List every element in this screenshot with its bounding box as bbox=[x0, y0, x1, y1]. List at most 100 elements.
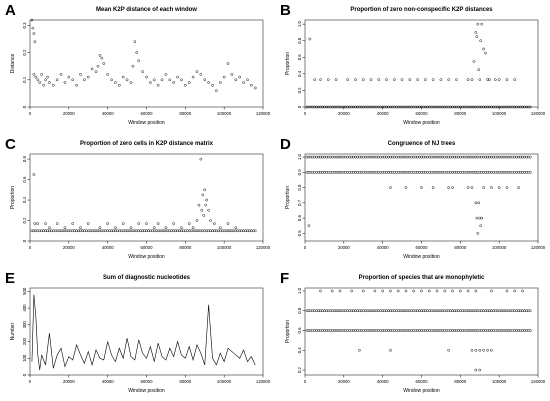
data-point bbox=[497, 170, 501, 174]
data-point bbox=[336, 170, 340, 174]
x-tick-label: 0 bbox=[304, 379, 307, 384]
data-point bbox=[525, 105, 528, 109]
data-point bbox=[328, 170, 332, 174]
data-point bbox=[484, 309, 487, 313]
data-point bbox=[394, 309, 398, 313]
data-point bbox=[492, 170, 495, 174]
data-point bbox=[226, 62, 230, 65]
data-point bbox=[385, 309, 388, 313]
data-point bbox=[455, 170, 458, 174]
data-point bbox=[517, 155, 520, 159]
data-point bbox=[195, 219, 199, 222]
data-point bbox=[203, 188, 207, 192]
data-point bbox=[199, 157, 203, 161]
data-point bbox=[425, 329, 429, 332]
data-point bbox=[383, 105, 386, 109]
data-point bbox=[474, 31, 478, 34]
data-point bbox=[338, 105, 342, 109]
data-point bbox=[418, 105, 421, 109]
data-point bbox=[427, 309, 431, 313]
data-point bbox=[482, 348, 485, 352]
data-point bbox=[414, 155, 417, 159]
data-point bbox=[528, 170, 532, 174]
data-point bbox=[515, 155, 518, 159]
data-point bbox=[429, 105, 433, 109]
data-point bbox=[73, 229, 76, 233]
data-point bbox=[213, 222, 216, 225]
x-tick-label: 100000 bbox=[217, 111, 232, 116]
data-point bbox=[447, 329, 451, 332]
data-point bbox=[323, 170, 326, 174]
data-point bbox=[387, 170, 390, 174]
data-point bbox=[476, 170, 480, 174]
data-point bbox=[215, 229, 218, 233]
data-point bbox=[400, 170, 404, 174]
data-point bbox=[365, 329, 369, 332]
data-point bbox=[172, 81, 176, 84]
y-tick-label: 0.7 bbox=[297, 199, 302, 206]
data-point bbox=[501, 105, 505, 109]
y-tick-label: 0 bbox=[22, 373, 27, 376]
data-point bbox=[242, 229, 245, 233]
data-point bbox=[234, 226, 238, 230]
data-point bbox=[156, 229, 160, 233]
data-point bbox=[334, 309, 338, 313]
y-tick-label: 0.8 bbox=[297, 307, 302, 314]
data-point bbox=[509, 155, 513, 159]
data-point bbox=[371, 329, 375, 332]
data-point bbox=[193, 229, 197, 233]
x-tick-label: 80000 bbox=[179, 379, 192, 384]
plot-frame bbox=[29, 287, 264, 376]
y-tick-label: 0.2 bbox=[22, 49, 27, 56]
data-point bbox=[317, 105, 320, 109]
data-point bbox=[507, 329, 511, 332]
data-point bbox=[309, 170, 313, 174]
data-point bbox=[381, 289, 384, 293]
data-point bbox=[332, 329, 336, 332]
data-point bbox=[475, 35, 479, 38]
data-point bbox=[307, 224, 311, 228]
data-point bbox=[420, 170, 423, 174]
x-tick-label: 120000 bbox=[531, 245, 546, 250]
data-point bbox=[352, 329, 355, 332]
data-point bbox=[344, 170, 348, 174]
data-point bbox=[358, 348, 361, 352]
data-point bbox=[369, 170, 373, 174]
data-point bbox=[170, 229, 174, 233]
data-point bbox=[478, 105, 482, 109]
data-point bbox=[404, 155, 408, 159]
data-point bbox=[466, 170, 470, 174]
data-point bbox=[488, 78, 491, 81]
data-point bbox=[317, 309, 320, 313]
data-point bbox=[517, 309, 520, 313]
data-point bbox=[187, 81, 191, 84]
data-point bbox=[149, 81, 152, 84]
x-tick-label: 0 bbox=[304, 111, 307, 116]
data-point bbox=[350, 309, 353, 313]
data-point bbox=[361, 329, 365, 332]
data-point bbox=[492, 309, 495, 313]
data-point bbox=[474, 155, 478, 159]
data-point bbox=[416, 78, 419, 81]
data-point bbox=[326, 170, 330, 174]
data-point bbox=[373, 170, 377, 174]
data-point bbox=[478, 348, 482, 352]
panel-letter: E bbox=[5, 270, 15, 287]
y-tick-label: 400 bbox=[22, 304, 27, 312]
data-point bbox=[137, 222, 141, 225]
data-point bbox=[443, 289, 447, 293]
data-point bbox=[125, 229, 129, 233]
data-point bbox=[474, 201, 478, 205]
data-point bbox=[501, 155, 505, 159]
data-point bbox=[484, 155, 487, 159]
data-point bbox=[525, 170, 528, 174]
data-point bbox=[137, 229, 141, 233]
data-point bbox=[373, 309, 377, 313]
data-point bbox=[505, 186, 509, 189]
data-point bbox=[486, 348, 489, 352]
data-point bbox=[484, 51, 487, 55]
data-point bbox=[402, 309, 406, 313]
data-point bbox=[336, 155, 340, 159]
data-point bbox=[447, 155, 451, 159]
data-point bbox=[116, 229, 119, 233]
